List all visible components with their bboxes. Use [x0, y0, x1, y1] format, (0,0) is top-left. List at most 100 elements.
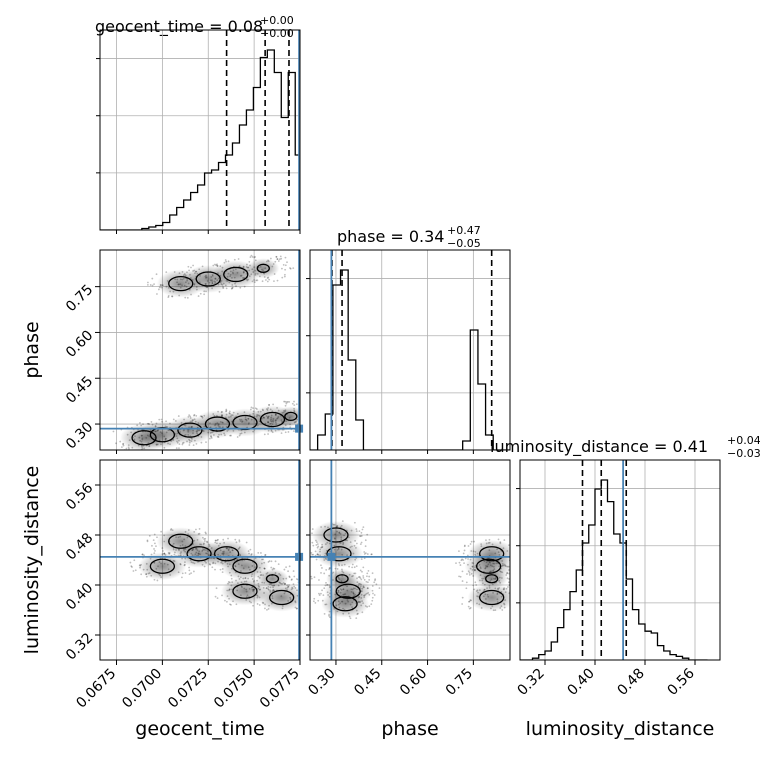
sample-dot	[216, 542, 218, 545]
contour-line	[284, 411, 298, 422]
sample-dot	[141, 553, 144, 556]
sample-dot	[256, 594, 258, 597]
sample-dot	[458, 575, 460, 578]
sample-dot	[143, 554, 145, 557]
sample-dot	[268, 560, 271, 562]
x-tick-label: 0.75	[443, 666, 476, 699]
title-geocent-time-main: geocent_time = 0.08	[95, 17, 263, 37]
panel-1-1-marks	[310, 250, 510, 450]
sample-dot	[250, 575, 253, 578]
sample-dot	[301, 585, 303, 587]
sample-dot	[289, 267, 291, 269]
sample-dot	[259, 588, 261, 591]
panel-0-0-grid	[100, 30, 300, 230]
x-tick-label: 0.0700	[119, 666, 165, 712]
sample-dot	[263, 276, 266, 278]
sample-dot	[180, 421, 183, 424]
panel-2-2-grid	[520, 460, 720, 660]
sample-dot	[280, 432, 283, 434]
sample-dot	[284, 264, 287, 267]
sample-dot	[200, 415, 203, 418]
sample-dot	[302, 582, 304, 584]
sample-dot	[272, 418, 275, 420]
sample-dot	[378, 587, 381, 590]
sample-dot	[289, 267, 292, 270]
sample-dot	[306, 600, 308, 602]
x-tick-label: 0.60	[397, 666, 430, 699]
sample-dot	[125, 447, 128, 450]
sample-dot	[211, 279, 213, 282]
sample-dot	[156, 579, 159, 582]
sample-dot	[216, 422, 219, 425]
sample-dot	[301, 599, 303, 601]
sample-dot	[320, 572, 322, 574]
contour-line	[259, 411, 286, 428]
sample-dot	[514, 558, 516, 560]
contour-line	[265, 574, 280, 584]
sample-dot	[155, 545, 157, 547]
sample-dot	[311, 600, 313, 602]
title-phase-main: phase = 0.34	[337, 227, 444, 246]
sample-dot	[167, 296, 170, 299]
sample-dot	[262, 269, 265, 272]
sample-dot	[232, 272, 234, 275]
sample-dot	[461, 580, 464, 582]
sample-dot	[193, 413, 196, 416]
sample-dot	[214, 541, 217, 544]
sample-dot	[306, 405, 308, 407]
sample-dot	[373, 581, 376, 584]
sample-dot	[303, 402, 305, 404]
sample-dot	[371, 585, 374, 587]
sample-dot	[186, 440, 188, 443]
y-tick-label: 0.60	[63, 327, 96, 360]
sample-dot	[212, 434, 215, 436]
x-tick-label: 0.45	[351, 666, 384, 699]
sample-dot	[320, 592, 322, 595]
panel-2-0-frame	[99, 459, 301, 661]
sample-dot	[307, 403, 309, 405]
contour-line	[204, 416, 231, 432]
sample-dot	[166, 425, 168, 428]
sample-dot	[361, 528, 364, 531]
y-tick-label: 0.56	[63, 480, 96, 513]
sample-dot	[301, 571, 303, 573]
sample-dot	[217, 538, 219, 541]
sample-dot	[351, 566, 354, 569]
sample-dot	[214, 263, 216, 266]
sample-dot	[362, 575, 365, 577]
sample-dot	[252, 407, 254, 409]
sample-dot	[321, 589, 323, 592]
panel-2-0-density	[129, 527, 313, 612]
x-tick-label: 0.0775	[257, 666, 303, 712]
sample-dot	[197, 552, 200, 555]
sample-dot	[288, 576, 291, 579]
sample-dot	[188, 573, 191, 576]
sample-dot	[322, 594, 325, 597]
sample-dot	[303, 538, 305, 540]
sample-dot	[324, 584, 327, 587]
sample-dot	[154, 549, 156, 552]
sample-dot	[253, 588, 255, 591]
panel-2-1-marks	[323, 527, 505, 612]
density-blob	[257, 583, 300, 612]
sample-dot	[374, 579, 376, 582]
sample-dot	[271, 423, 274, 425]
sample-dot	[512, 596, 514, 598]
sample-dot	[463, 562, 465, 565]
sample-dot	[131, 566, 133, 568]
sample-dot	[340, 548, 343, 551]
sample-dot	[364, 539, 367, 542]
sample-dot	[221, 562, 224, 565]
sample-dot	[266, 280, 269, 283]
sample-dot	[301, 594, 303, 596]
sample-dot	[370, 603, 373, 606]
sample-dot	[189, 559, 192, 562]
sample-dot	[256, 603, 259, 605]
sample-dot	[284, 400, 287, 403]
sample-dot	[181, 576, 183, 579]
sample-dot	[463, 545, 466, 548]
histogram-step-luminosity_distance	[520, 479, 708, 660]
y-tick-label: 0.48	[63, 530, 96, 563]
sample-dot	[230, 287, 233, 290]
sample-dot	[184, 572, 187, 574]
